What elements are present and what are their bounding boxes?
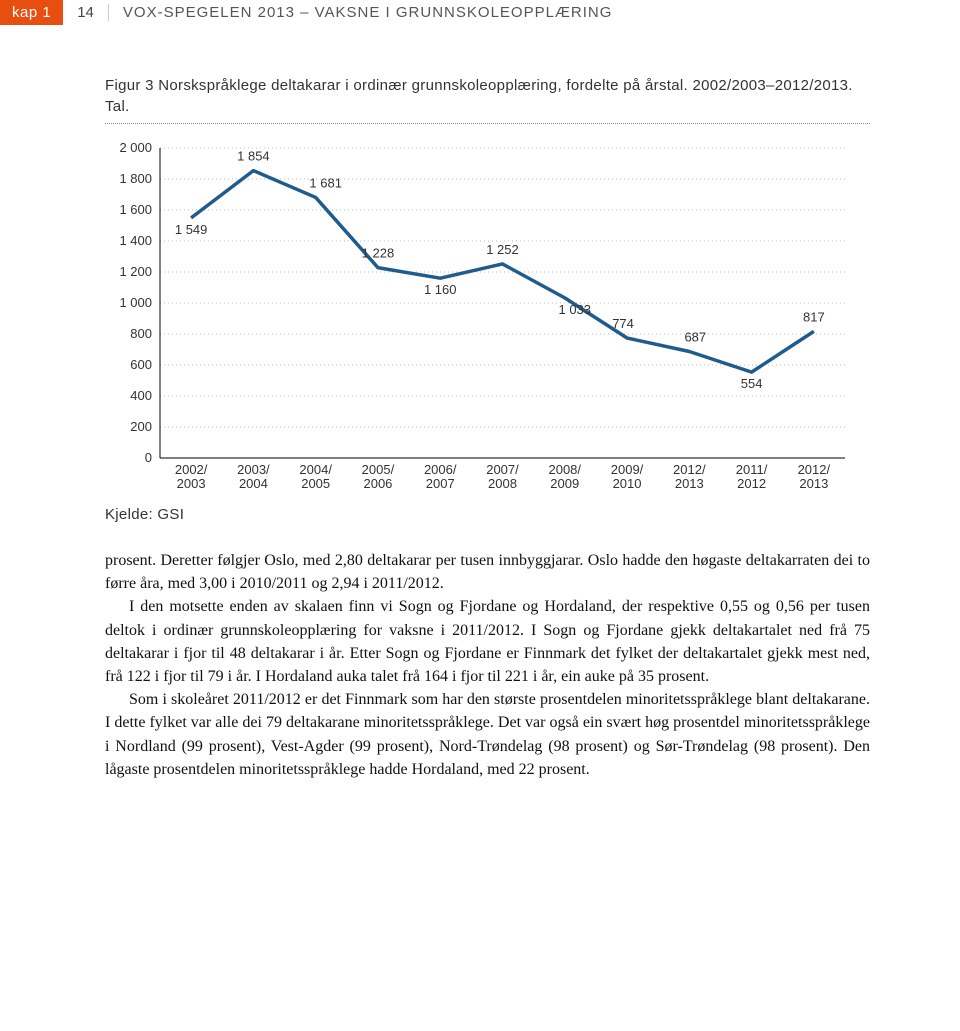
paragraph-2: I den motsette enden av skalaen finn vi … xyxy=(105,595,870,688)
svg-text:1 549: 1 549 xyxy=(175,222,208,237)
svg-text:1 681: 1 681 xyxy=(309,175,342,190)
svg-text:1 200: 1 200 xyxy=(119,264,152,279)
section-title: VOX-SPEGELEN 2013 – VAKSNE I GRUNNSKOLEO… xyxy=(108,4,613,21)
svg-text:2013: 2013 xyxy=(799,476,828,491)
svg-text:2011/: 2011/ xyxy=(736,462,768,477)
svg-text:2004/: 2004/ xyxy=(299,462,332,477)
svg-text:1 228: 1 228 xyxy=(362,246,395,261)
paragraph-1: prosent. Deretter følgjer Oslo, med 2,80… xyxy=(105,549,870,595)
svg-text:1 252: 1 252 xyxy=(486,242,519,257)
paragraph-3: Som i skoleåret 2011/2012 er det Finnmar… xyxy=(105,688,870,781)
body-text: prosent. Deretter følgjer Oslo, med 2,80… xyxy=(105,549,870,781)
svg-text:2006: 2006 xyxy=(363,476,392,491)
svg-text:200: 200 xyxy=(130,419,152,434)
svg-text:1 854: 1 854 xyxy=(237,149,270,164)
svg-text:0: 0 xyxy=(145,450,152,465)
figure-caption: Figur 3 Norskspråklege deltakarar i ordi… xyxy=(105,75,870,117)
svg-text:2006/: 2006/ xyxy=(424,462,457,477)
figure-source: Kjelde: GSI xyxy=(105,506,870,523)
svg-text:2 000: 2 000 xyxy=(119,140,152,155)
svg-text:1 800: 1 800 xyxy=(119,171,152,186)
caption-divider xyxy=(105,123,870,124)
svg-text:2012/: 2012/ xyxy=(798,462,831,477)
svg-text:2008: 2008 xyxy=(488,476,517,491)
svg-text:2005: 2005 xyxy=(301,476,330,491)
svg-text:2010: 2010 xyxy=(613,476,642,491)
svg-text:1 600: 1 600 xyxy=(119,202,152,217)
svg-text:2013: 2013 xyxy=(675,476,704,491)
svg-text:800: 800 xyxy=(130,326,152,341)
svg-text:1 400: 1 400 xyxy=(119,233,152,248)
svg-text:2003/: 2003/ xyxy=(237,462,270,477)
svg-text:817: 817 xyxy=(803,309,825,324)
svg-text:2003: 2003 xyxy=(177,476,206,491)
svg-text:687: 687 xyxy=(684,330,706,345)
page-number: 14 xyxy=(77,4,94,21)
svg-text:1 160: 1 160 xyxy=(424,282,457,297)
svg-text:2007: 2007 xyxy=(426,476,455,491)
line-chart: 0 200 400 600 800 1 000 1 200 1 400 1 600 1 800 2 … xyxy=(105,138,865,498)
svg-text:2009: 2009 xyxy=(550,476,579,491)
svg-text:1 000: 1 000 xyxy=(119,295,152,310)
svg-text:2004: 2004 xyxy=(239,476,268,491)
svg-text:2005/: 2005/ xyxy=(362,462,395,477)
svg-text:554: 554 xyxy=(741,376,763,391)
svg-text:2008/: 2008/ xyxy=(548,462,581,477)
svg-text:1 033: 1 033 xyxy=(558,302,591,317)
svg-text:2002/: 2002/ xyxy=(175,462,208,477)
chapter-tab: kap 1 xyxy=(0,0,63,25)
svg-text:400: 400 xyxy=(130,388,152,403)
svg-text:2007/: 2007/ xyxy=(486,462,519,477)
svg-text:774: 774 xyxy=(612,316,634,331)
svg-text:2012: 2012 xyxy=(737,476,766,491)
svg-text:600: 600 xyxy=(130,357,152,372)
svg-text:2012/: 2012/ xyxy=(673,462,706,477)
svg-text:2009/: 2009/ xyxy=(611,462,644,477)
